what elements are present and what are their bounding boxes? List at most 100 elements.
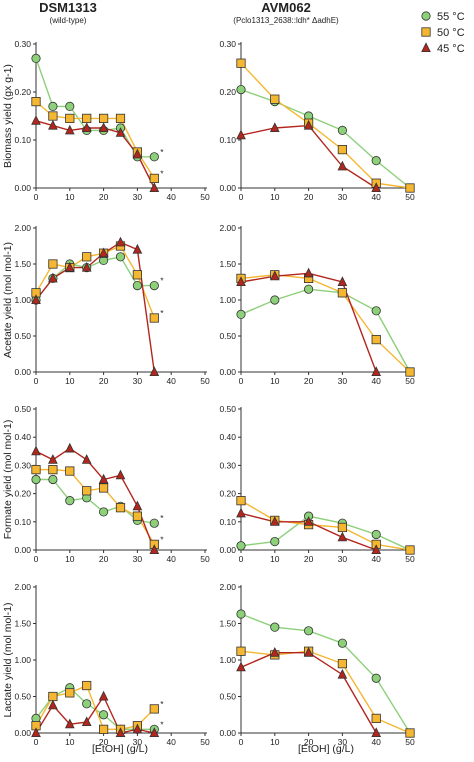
- x-tick-label: 30: [338, 376, 348, 386]
- series-line: [240, 515, 411, 551]
- y-tick-label: 0.20: [219, 489, 236, 499]
- title-left: DSM1313: [39, 0, 97, 15]
- data-point: [99, 710, 109, 720]
- data-point: [149, 152, 159, 162]
- data-point: [115, 127, 126, 137]
- y-tick-label: 0.10: [219, 517, 236, 527]
- legend: 55 °C 50 °C 45 °C: [421, 11, 465, 55]
- data-point: [81, 122, 92, 133]
- data-point: [371, 156, 381, 166]
- data-point: [31, 465, 41, 475]
- x-tick-label: 10: [270, 554, 280, 564]
- data-point: [31, 474, 41, 485]
- data-point: [82, 680, 92, 691]
- data-point: [405, 367, 415, 377]
- y-tick-label: 2.00: [219, 223, 236, 233]
- x-tick-label: 0: [34, 192, 39, 202]
- x-tick-label: 10: [65, 192, 75, 202]
- data-point: [64, 124, 75, 135]
- y-axis-label: Biomass yield (gx g-1): [2, 64, 14, 168]
- data-point: [236, 541, 246, 551]
- y-tick-label: 0.20: [14, 489, 31, 499]
- series-line: [240, 124, 377, 189]
- data-point: [115, 503, 126, 513]
- data-point: [270, 536, 280, 547]
- x-tick-label: 50: [405, 192, 415, 202]
- data-point: [48, 259, 58, 269]
- legend-label: 50 °C: [437, 27, 465, 39]
- y-tick-label: 0.50: [219, 404, 236, 414]
- x-tick-label: 0: [34, 376, 39, 386]
- data-point: [99, 724, 109, 734]
- data-point: [236, 58, 246, 68]
- data-point: [64, 442, 75, 453]
- data-point: [98, 247, 109, 258]
- data-point: [405, 728, 415, 738]
- data-point: [115, 727, 126, 737]
- x-tick-label: 30: [338, 554, 348, 564]
- x-tick-label: 0: [239, 737, 244, 747]
- data-point: [132, 148, 143, 159]
- data-point: [81, 454, 92, 464]
- series-line: [35, 447, 155, 551]
- title-right: AVM062: [261, 0, 311, 15]
- data-point: [82, 113, 92, 123]
- data-point: [98, 473, 109, 484]
- x-tick-label: 20: [304, 376, 314, 386]
- y-tick-label: 2.00: [14, 582, 31, 592]
- panel-lactate-avm062: 0.00 0.50 1.00 1.50 2.00 0 10 20 30 40 50: [219, 582, 415, 747]
- data-point: [48, 111, 58, 121]
- y-tick-label: 1.00: [14, 295, 31, 305]
- x-tick-label: 50: [405, 376, 415, 386]
- x-tick-label: 30: [338, 192, 348, 202]
- y-tick-label: 0.00: [219, 728, 236, 738]
- data-point: [337, 522, 348, 533]
- series-line: [240, 650, 411, 734]
- data-point: [371, 366, 382, 377]
- y-tick-label: 0.20: [219, 87, 236, 97]
- data-point: [48, 691, 58, 702]
- data-point: [81, 716, 92, 727]
- x-tick-label: 40: [371, 554, 381, 564]
- data-point: [98, 690, 109, 701]
- data-point: [337, 288, 348, 298]
- data-point: [371, 727, 382, 737]
- data-point: [236, 507, 246, 518]
- data-point: [149, 518, 159, 528]
- x-tick-label: 0: [239, 376, 244, 386]
- data-point: [48, 454, 58, 464]
- x-tick-label: 40: [166, 192, 176, 202]
- x-tick-label: 20: [99, 554, 109, 564]
- data-point: [405, 545, 415, 555]
- data-point: [82, 486, 92, 496]
- data-point: [269, 647, 280, 657]
- x-tick-label: 10: [270, 376, 280, 386]
- y-tick-label: 2.00: [219, 582, 236, 592]
- x-axis-label-right: [EtOH] (g/L): [298, 743, 354, 755]
- y-tick-label: 0.10: [219, 135, 236, 145]
- legend-label: 55 °C: [437, 11, 465, 23]
- x-tick-label: 40: [371, 192, 381, 202]
- annotation: *: [160, 147, 164, 157]
- x-tick-label: 50: [200, 192, 210, 202]
- x-tick-label: 20: [99, 376, 109, 386]
- data-point: [82, 699, 92, 709]
- y-tick-label: 0.50: [14, 404, 31, 414]
- x-tick-label: 40: [166, 376, 176, 386]
- panel-lactate-dsm1313: 0.00 0.50 1.00 1.50 2.00 0 10 20 30 40 50 Lactate y…: [2, 582, 210, 747]
- x-tick-label: 20: [304, 737, 314, 747]
- data-point: [303, 119, 314, 130]
- x-tick-label: 30: [133, 376, 143, 386]
- y-tick-label: 0.50: [219, 331, 236, 341]
- data-point: [269, 122, 280, 133]
- data-point: [371, 182, 382, 193]
- x-tick-label: 50: [405, 737, 415, 747]
- data-point: [303, 647, 314, 657]
- data-point: [236, 85, 246, 95]
- x-tick-label: 10: [270, 192, 280, 202]
- y-tick-label: 0.00: [219, 367, 236, 377]
- data-point: [236, 276, 246, 287]
- data-point: [65, 101, 75, 112]
- y-tick-label: 1.00: [219, 655, 236, 665]
